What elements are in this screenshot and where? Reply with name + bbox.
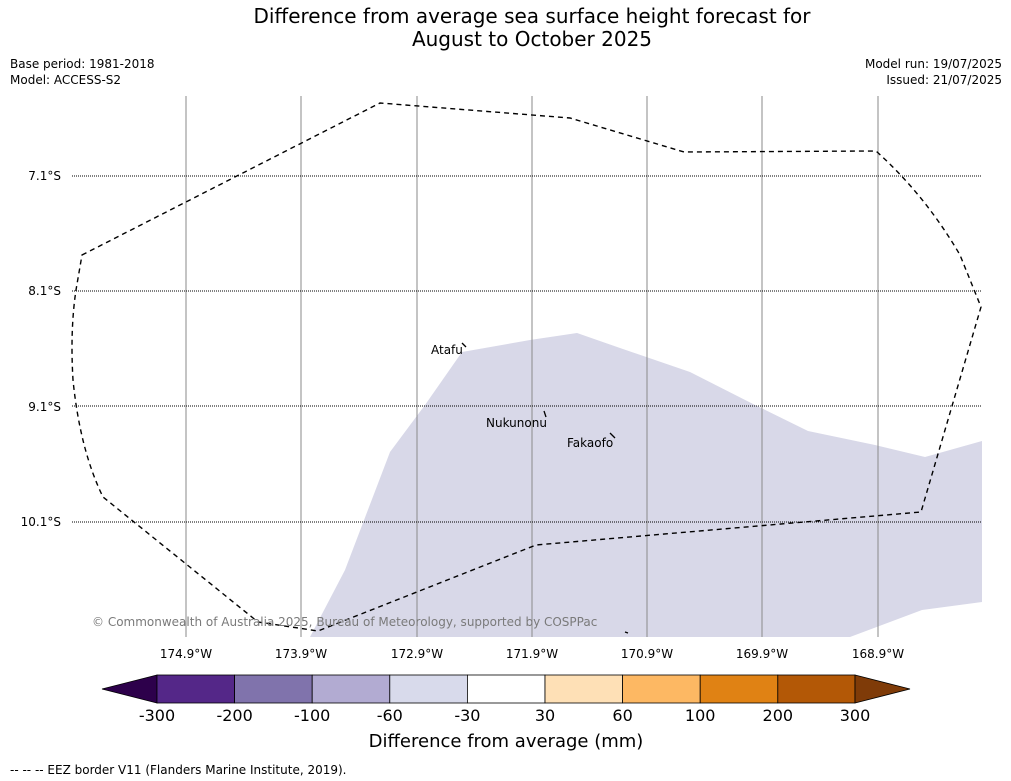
island-markers (461, 342, 629, 634)
colorbar-tick-label: -100 (294, 706, 330, 725)
fakaofo-marker (609, 432, 616, 439)
model-run-text: Model run: 19/07/2025 (864, 57, 1002, 71)
colorbar-segment (699, 674, 779, 704)
colorbar-segment (622, 674, 701, 704)
colorbar-tick-label: 100 (685, 706, 716, 725)
colorbar (101, 674, 911, 704)
base-period-text: Base period: 1981-2018 (10, 57, 155, 71)
lon-label: 168.9°W (852, 647, 904, 661)
lat-label: 7.1°S (28, 169, 61, 183)
colorbar-tick-label: 60 (612, 706, 632, 725)
colorbar-tick-label: 200 (763, 706, 794, 725)
lon-label: 171.9°W (506, 647, 558, 661)
lon-label: 173.9°W (275, 647, 327, 661)
colorbar-segment (777, 674, 856, 704)
eez-border (71, 102, 982, 632)
issued-text: Issued: 21/07/2025 (886, 73, 1002, 87)
lon-label: 174.9°W (160, 647, 212, 661)
place-label-nukunonu: Nukunonu (486, 416, 547, 430)
nukunonu-marker (543, 410, 547, 418)
model-text: Model: ACCESS-S2 (10, 73, 122, 87)
colorbar-tick-label: 300 (840, 706, 871, 725)
colorbar-segment (311, 674, 391, 704)
colorbar-title: Difference from average (mm) (369, 731, 644, 752)
anomaly-region-group (310, 333, 982, 637)
meta-left: Base period: 1981-2018 Model: ACCESS-S2 (10, 56, 155, 88)
title-line-2: August to October 2025 (411, 27, 653, 51)
colorbar-tick-label: -30 (454, 706, 480, 725)
place-label-atafu: Atafu (431, 343, 463, 357)
map-title: Difference from average sea surface heig… (0, 5, 1011, 51)
colorbar-low-extension (101, 674, 158, 704)
lon-label: 172.9°W (391, 647, 443, 661)
colorbar-segment (389, 674, 468, 704)
lat-label: 10.1°S (21, 515, 61, 529)
lat-label: 9.1°S (28, 400, 61, 414)
copyright-text: © Commonwealth of Australia 2025, Bureau… (92, 615, 597, 629)
colorbar-tick-label: -300 (139, 706, 175, 725)
colorbar-segment (466, 674, 546, 704)
meta-right: Model run: 19/07/2025 Issued: 21/07/2025 (865, 56, 1002, 88)
parallel-lines (72, 175, 982, 523)
colorbar-segment (234, 674, 313, 704)
eez-footnote: -- -- -- EEZ border V11 (Flanders Marine… (10, 763, 347, 777)
colorbar-segment (544, 674, 623, 704)
lat-label: 8.1°S (28, 284, 61, 298)
colorbar-tick-label: -200 (216, 706, 252, 725)
atafu-marker (461, 342, 467, 348)
small-island-marker (624, 631, 629, 634)
lon-label: 169.9°W (736, 647, 788, 661)
colorbar-tick-label: -60 (377, 706, 403, 725)
lon-label: 170.9°W (621, 647, 673, 661)
colorbar-high-extension (854, 674, 911, 704)
place-label-fakaofo: Fakaofo (567, 436, 613, 450)
colorbar-tick-label: 30 (535, 706, 555, 725)
colorbar-segment (156, 674, 235, 704)
anomaly-shaded-region (310, 333, 982, 637)
title-line-1: Difference from average sea surface heig… (253, 4, 811, 28)
